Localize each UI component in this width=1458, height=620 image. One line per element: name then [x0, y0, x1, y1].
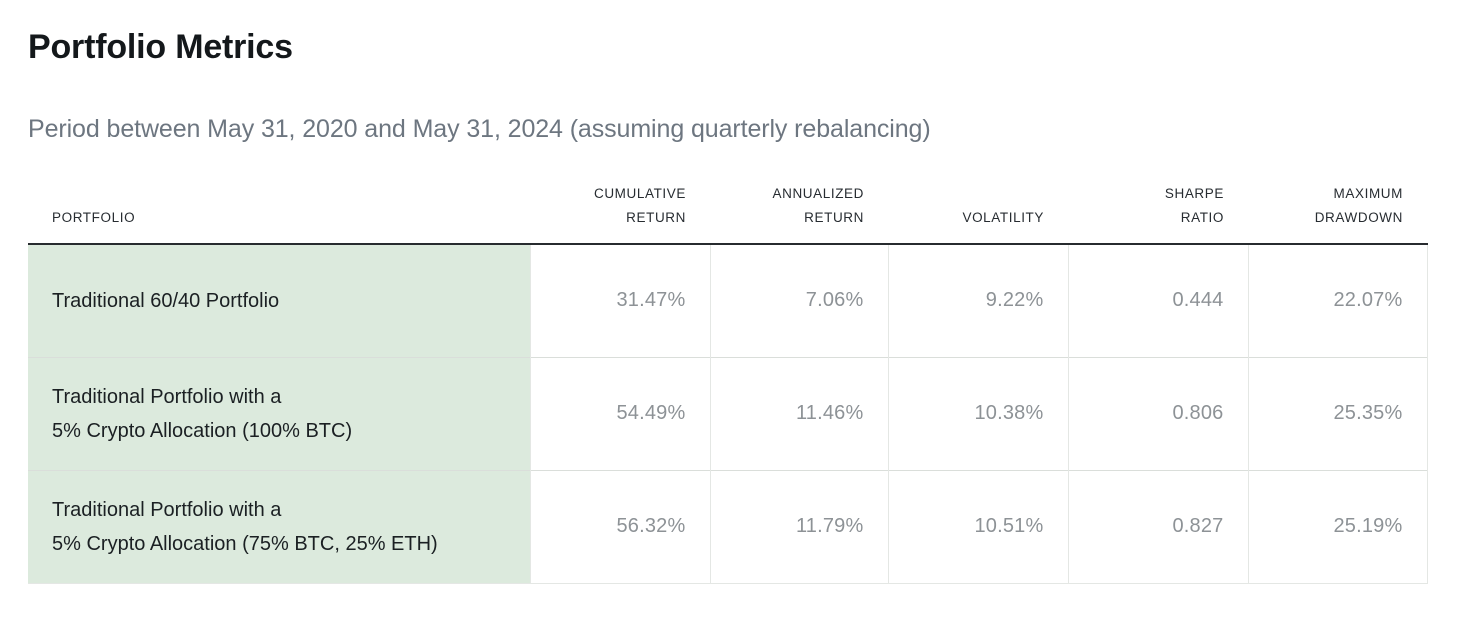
portfolio-name-line: Traditional 60/40 Portfolio: [52, 289, 280, 312]
column-header-label: VOLATILITY: [962, 209, 1044, 225]
cumulative-return-value: 56.32%: [529, 469, 710, 584]
sharpe-ratio-value: 0.827: [1067, 469, 1248, 584]
column-header-label: CUMULATIVE RETURN: [593, 185, 686, 225]
portfolio-metrics-section: Portfolio Metrics Period between May 31,…: [0, 26, 1458, 584]
portfolio-name-line: 5% Crypto Allocation (100% BTC): [52, 419, 353, 442]
maximum-drawdown-value: 25.35%: [1247, 356, 1428, 471]
volatility-value: 9.22%: [887, 243, 1068, 358]
column-header-maximum-drawdown: MAXIMUM DRAWDOWN: [1248, 169, 1427, 245]
table-header-row: PORTFOLIO CUMULATIVE RETURN ANNUALIZED R…: [28, 169, 1427, 245]
column-header-label: ANNUALIZED RETURN: [772, 185, 864, 225]
column-header-label: SHARPE RATIO: [1164, 185, 1224, 225]
column-header-portfolio: PORTFOLIO: [28, 169, 530, 245]
column-header-label: PORTFOLIO: [52, 209, 136, 225]
annualized-return-value: 11.46%: [709, 356, 888, 471]
volatility-value: 10.51%: [887, 469, 1068, 584]
portfolio-name-cell: Traditional Portfolio with a 5% Crypto A…: [28, 356, 530, 471]
maximum-drawdown-value: 22.07%: [1247, 243, 1428, 358]
portfolio-name-line: Traditional Portfolio with a: [52, 385, 282, 408]
portfolio-name-cell: Traditional Portfolio with a 5% Crypto A…: [28, 469, 530, 584]
table-row-crypto-75-btc-25-eth: Traditional Portfolio with a 5% Crypto A…: [28, 469, 1428, 584]
sharpe-ratio-value: 0.444: [1067, 243, 1248, 358]
table-body: Traditional 60/40 Portfolio 31.47% 7.06%…: [28, 243, 1428, 584]
cumulative-return-value: 54.49%: [529, 356, 710, 471]
column-header-annualized-return: ANNUALIZED RETURN: [710, 169, 888, 245]
period-subtitle: Period between May 31, 2020 and May 31, …: [28, 114, 931, 143]
portfolio-name-cell: Traditional 60/40 Portfolio: [28, 243, 530, 358]
annualized-return-value: 11.79%: [709, 469, 888, 584]
metrics-table: PORTFOLIO CUMULATIVE RETURN ANNUALIZED R…: [28, 169, 1428, 584]
table-header: PORTFOLIO CUMULATIVE RETURN ANNUALIZED R…: [28, 169, 1427, 245]
column-header-sharpe-ratio: SHARPE RATIO: [1068, 169, 1248, 245]
maximum-drawdown-value: 25.19%: [1247, 469, 1428, 584]
column-header-volatility: VOLATILITY: [888, 169, 1068, 245]
table-row-crypto-100-btc: Traditional Portfolio with a 5% Crypto A…: [28, 356, 1428, 471]
column-header-cumulative-return: CUMULATIVE RETURN: [530, 169, 710, 245]
sharpe-ratio-value: 0.806: [1067, 356, 1248, 471]
cumulative-return-value: 31.47%: [529, 243, 710, 358]
page-title: Portfolio Metrics: [28, 28, 293, 66]
column-header-label: MAXIMUM DRAWDOWN: [1314, 185, 1403, 225]
portfolio-name-line: Traditional Portfolio with a: [52, 498, 282, 521]
portfolio-name-line: 5% Crypto Allocation (75% BTC, 25% ETH): [52, 532, 438, 555]
table-row-traditional-60-40: Traditional 60/40 Portfolio 31.47% 7.06%…: [28, 243, 1428, 358]
volatility-value: 10.38%: [887, 356, 1068, 471]
annualized-return-value: 7.06%: [709, 243, 888, 358]
